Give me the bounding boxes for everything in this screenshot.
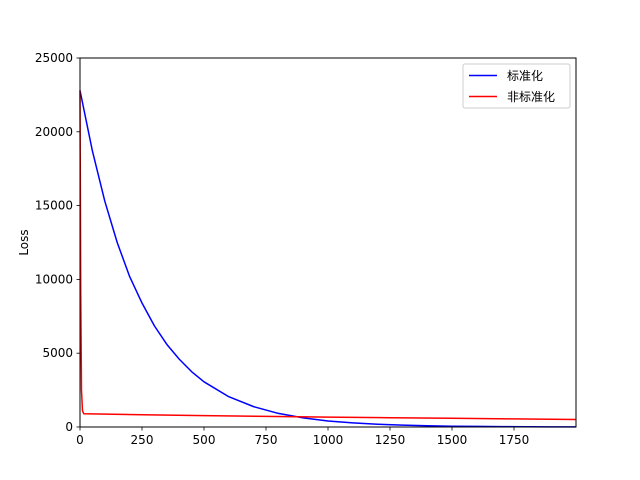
x-tick-label: 250 bbox=[131, 433, 154, 447]
series-layer bbox=[79, 90, 577, 428]
series-line-unstandardized bbox=[79, 90, 577, 421]
x-tick-label: 1750 bbox=[499, 433, 530, 447]
y-tick-label: 10000 bbox=[35, 272, 73, 286]
x-tick-label: 1500 bbox=[437, 433, 468, 447]
x-tick-label: 1250 bbox=[375, 433, 406, 447]
x-tick-label: 500 bbox=[193, 433, 216, 447]
x-tick-label: 1000 bbox=[313, 433, 344, 447]
y-tick-label: 0 bbox=[65, 420, 73, 434]
plot-background bbox=[80, 58, 576, 427]
y-tick-label: 15000 bbox=[35, 199, 73, 213]
y-tick-label: 5000 bbox=[42, 346, 73, 360]
plot-area bbox=[79, 57, 577, 428]
x-tick-label: 750 bbox=[255, 433, 278, 447]
x-axis: 0 250 500 750 1000 1250 1500 1750 bbox=[76, 427, 529, 447]
y-axis: 0 5000 10000 15000 20000 25000 bbox=[35, 51, 80, 434]
series-line-standardized bbox=[79, 90, 577, 428]
y-tick-label: 20000 bbox=[35, 125, 73, 139]
legend-label-standardized: 标准化 bbox=[507, 69, 543, 83]
y-tick-label: 25000 bbox=[35, 51, 73, 65]
legend-label-unstandardized: 非标准化 bbox=[507, 90, 555, 104]
y-axis-title: Loss bbox=[17, 229, 31, 255]
legend: 标准化 非标准化 bbox=[462, 63, 571, 109]
x-tick-label: 0 bbox=[76, 433, 84, 447]
